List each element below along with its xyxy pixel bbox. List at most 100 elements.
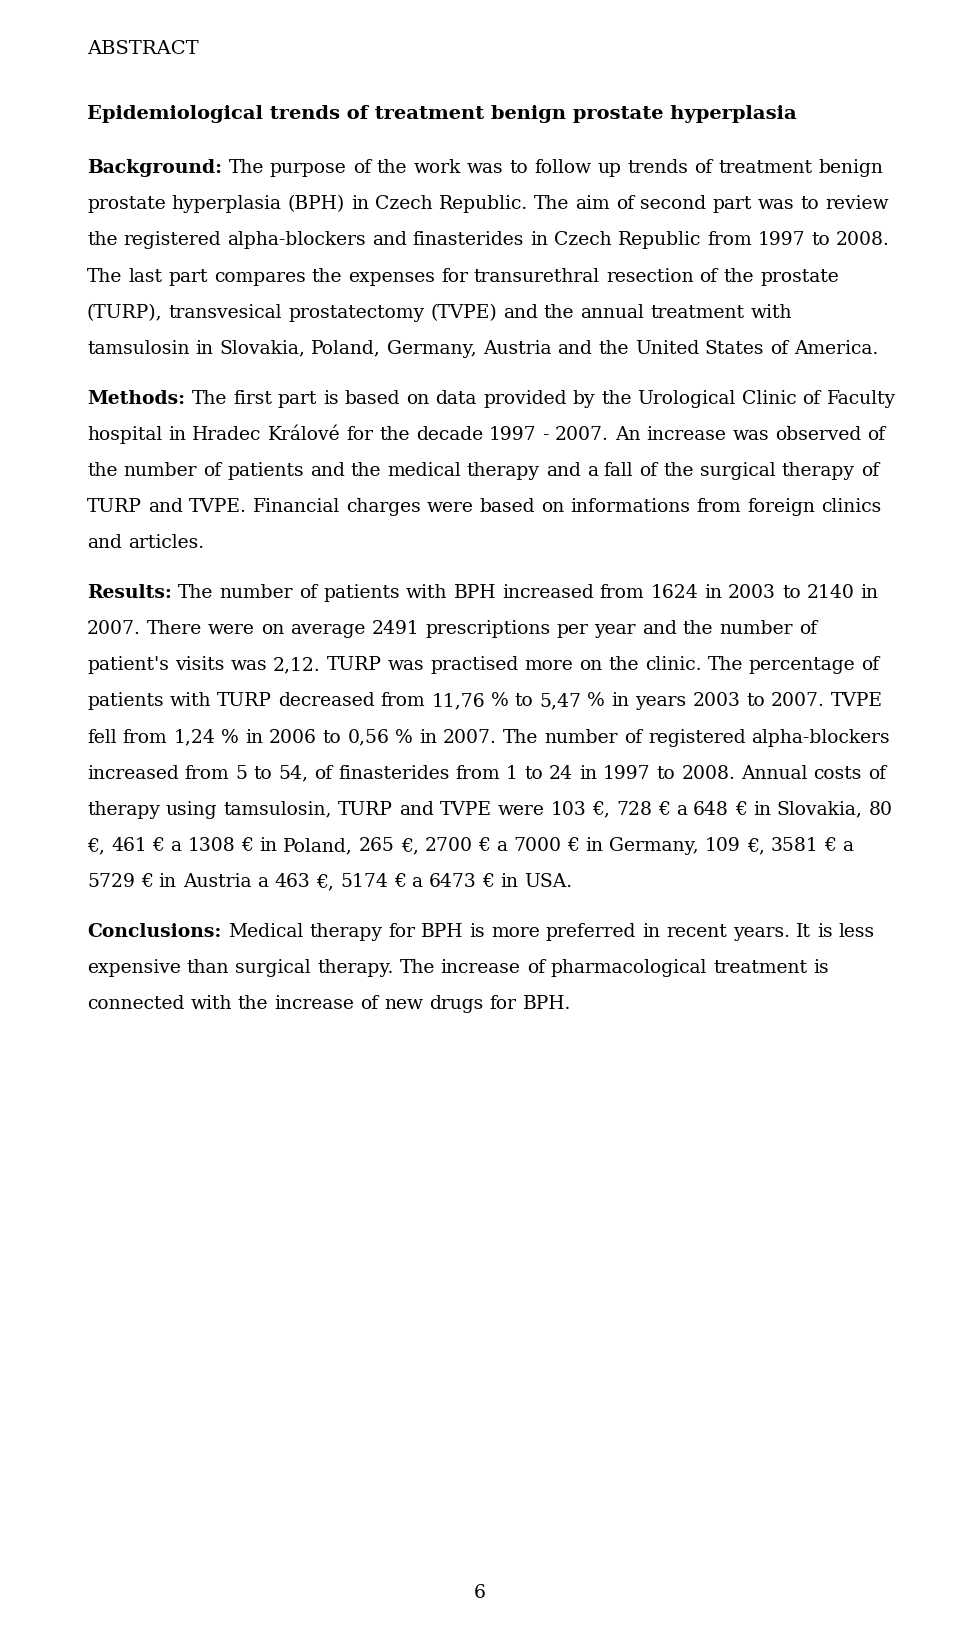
Text: in: in	[420, 729, 437, 747]
Text: in: in	[530, 231, 548, 249]
Text: of: of	[314, 765, 332, 783]
Text: in: in	[753, 800, 771, 818]
Text: for: for	[490, 996, 516, 1014]
Text: Poland,: Poland,	[283, 836, 353, 854]
Text: The: The	[179, 584, 214, 602]
Text: Poland,: Poland,	[311, 340, 381, 358]
Text: fall: fall	[604, 462, 634, 480]
Text: the: the	[663, 462, 694, 480]
Text: of: of	[300, 584, 318, 602]
Text: 1: 1	[506, 765, 518, 783]
Text: 1,24: 1,24	[173, 729, 215, 747]
Text: increased: increased	[502, 584, 593, 602]
Text: prostatectomy: prostatectomy	[288, 304, 424, 322]
Text: the: the	[601, 390, 632, 408]
Text: Medical: Medical	[228, 923, 303, 940]
Text: of: of	[700, 267, 718, 285]
Text: The: The	[708, 656, 743, 674]
Text: by: by	[572, 390, 595, 408]
Text: the: the	[238, 996, 269, 1014]
Text: in: in	[196, 340, 213, 358]
Text: TURP: TURP	[326, 656, 381, 674]
Text: number: number	[124, 462, 197, 480]
Text: a: a	[496, 836, 508, 854]
Text: the: the	[598, 340, 629, 358]
Text: Germany,: Germany,	[387, 340, 477, 358]
Text: increase: increase	[275, 996, 354, 1014]
Text: in: in	[351, 195, 369, 213]
Text: the: the	[87, 231, 117, 249]
Text: were: were	[497, 800, 544, 818]
Text: The: The	[87, 267, 122, 285]
Text: therapy: therapy	[781, 462, 854, 480]
Text: a: a	[587, 462, 598, 480]
Text: is: is	[813, 960, 828, 978]
Text: was: was	[732, 426, 769, 444]
Text: Annual: Annual	[741, 765, 807, 783]
Text: (BPH): (BPH)	[288, 195, 345, 213]
Text: based: based	[345, 390, 400, 408]
Text: year: year	[594, 620, 636, 638]
Text: resection: resection	[606, 267, 694, 285]
Text: of: of	[868, 765, 886, 783]
Text: in: in	[586, 836, 604, 854]
Text: States: States	[705, 340, 764, 358]
Text: to: to	[253, 765, 272, 783]
Text: for: for	[388, 923, 415, 940]
Text: 2700: 2700	[424, 836, 472, 854]
Text: 2008.: 2008.	[836, 231, 890, 249]
Text: years: years	[636, 693, 686, 711]
Text: percentage: percentage	[749, 656, 855, 674]
Text: 2,12.: 2,12.	[273, 656, 321, 674]
Text: first: first	[233, 390, 272, 408]
Text: patients: patients	[228, 462, 303, 480]
Text: part: part	[712, 195, 752, 213]
Text: therapy: therapy	[87, 800, 160, 818]
Text: €,: €,	[592, 800, 611, 818]
Text: 2140: 2140	[806, 584, 854, 602]
Text: BPH.: BPH.	[522, 996, 571, 1014]
Text: 648: 648	[693, 800, 729, 818]
Text: treatment: treatment	[713, 960, 807, 978]
Text: a: a	[257, 874, 268, 892]
Text: to: to	[811, 231, 830, 249]
Text: TURP: TURP	[87, 498, 142, 516]
Text: with: with	[170, 693, 211, 711]
Text: visits: visits	[175, 656, 225, 674]
Text: decreased: decreased	[278, 693, 374, 711]
Text: pharmacological: pharmacological	[551, 960, 708, 978]
Text: €,: €,	[316, 874, 334, 892]
Text: 2007.: 2007.	[444, 729, 497, 747]
Text: on: on	[541, 498, 564, 516]
Text: 5,47: 5,47	[540, 693, 582, 711]
Text: patients: patients	[324, 584, 400, 602]
Text: to: to	[657, 765, 675, 783]
Text: and: and	[642, 620, 677, 638]
Text: transurethral: transurethral	[474, 267, 600, 285]
Text: and: and	[398, 800, 434, 818]
Text: The: The	[192, 390, 227, 408]
Text: to: to	[515, 693, 534, 711]
Text: work: work	[414, 159, 461, 177]
Text: hyperplasia: hyperplasia	[172, 195, 281, 213]
Text: Germany,: Germany,	[610, 836, 699, 854]
Text: Urological: Urological	[637, 390, 736, 408]
Text: It: It	[796, 923, 811, 940]
Text: 461: 461	[110, 836, 147, 854]
Text: last: last	[129, 267, 162, 285]
Text: is: is	[469, 923, 485, 940]
Text: Background:: Background:	[87, 159, 222, 177]
Text: years.: years.	[733, 923, 790, 940]
Text: TVPE: TVPE	[830, 693, 883, 711]
Text: recent: recent	[666, 923, 727, 940]
Text: new: new	[384, 996, 423, 1014]
Text: €: €	[153, 836, 164, 854]
Text: %: %	[588, 693, 605, 711]
Text: BPH: BPH	[453, 584, 496, 602]
Text: to: to	[800, 195, 819, 213]
Text: Methods:: Methods:	[87, 390, 185, 408]
Text: articles.: articles.	[128, 534, 204, 552]
Text: provided: provided	[483, 390, 566, 408]
Text: 2007.: 2007.	[87, 620, 141, 638]
Text: %: %	[396, 729, 413, 747]
